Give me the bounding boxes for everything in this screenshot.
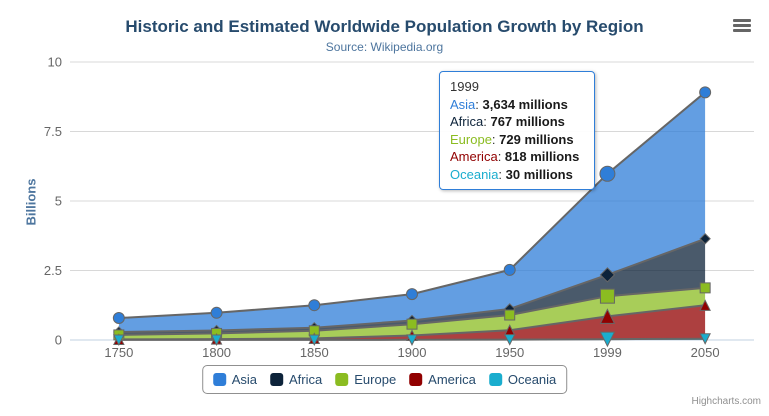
tooltip-series-name: Africa <box>450 114 484 129</box>
marker-oceania-1750[interactable] <box>113 334 125 347</box>
marker-oceania-1800[interactable] <box>210 334 223 347</box>
tooltip-row-oceania: Oceania: 30 millions <box>450 166 573 182</box>
legend-item-africa[interactable]: Africa <box>270 372 322 387</box>
legend-item-america[interactable]: America <box>409 372 476 387</box>
y-axis-label-5: 5 <box>55 194 62 209</box>
marker-europe-1999[interactable] <box>599 288 615 304</box>
legend-label: America <box>428 372 476 387</box>
legend-item-europe[interactable]: Europe <box>335 372 396 387</box>
y-axis-label-0: 0 <box>55 333 62 348</box>
chart-title: Historic and Estimated Worldwide Populat… <box>125 17 644 36</box>
legend-label: Oceania <box>507 372 557 387</box>
marker-oceania-1850[interactable] <box>308 334 321 347</box>
marker-america-2050[interactable] <box>699 299 711 311</box>
marker-asia-1900[interactable] <box>406 288 418 301</box>
tooltip-value: 3,634 millions <box>482 96 568 112</box>
legend-label: Africa <box>289 372 323 387</box>
marker-africa-2050[interactable] <box>699 233 711 245</box>
legend-swatch-icon <box>409 373 423 386</box>
marker-asia-2050[interactable] <box>699 86 712 99</box>
tooltip-series-name: Asia <box>450 96 476 112</box>
area-asia[interactable] <box>118 92 706 332</box>
tooltip-row-america: America: 818 millions <box>450 149 580 164</box>
x-axis-label-1950: 1950 <box>495 345 524 360</box>
hamburger-icon <box>733 28 751 32</box>
tooltip-series-name: Europe <box>450 131 492 147</box>
tooltip-row-europe: Europe: 729 millions <box>450 131 574 147</box>
legend-swatch-icon <box>270 373 284 386</box>
legend-swatch-icon <box>212 373 226 386</box>
legend-item-asia[interactable]: Asia <box>212 372 258 387</box>
tooltip-value: 30 millions <box>505 166 573 182</box>
tooltip-series-name: Oceania <box>450 166 499 182</box>
x-axis-label-1900: 1900 <box>398 345 427 360</box>
marker-asia-1750[interactable] <box>112 312 125 325</box>
tooltip-value: 729 millions <box>499 131 574 147</box>
legend-label: Europe <box>354 372 397 387</box>
y-axis-title: Billions <box>23 178 39 226</box>
marker-asia-1800[interactable] <box>210 306 223 319</box>
legend-swatch-icon <box>335 373 349 386</box>
marker-oceania-2050[interactable] <box>699 333 711 345</box>
x-axis-label-1800: 1800 <box>202 345 231 360</box>
credits-link[interactable]: Highcharts.com <box>691 396 761 407</box>
legend-swatch-icon <box>488 373 502 386</box>
y-axis-label-7.5: 7.5 <box>44 124 62 139</box>
x-axis-label-1750: 1750 <box>104 345 133 360</box>
marker-oceania-1950[interactable] <box>503 334 516 346</box>
x-axis-label-1999: 1999 <box>593 345 622 360</box>
marker-oceania-1999[interactable] <box>599 331 616 348</box>
y-axis-label-10: 10 <box>48 55 62 70</box>
marker-africa-1999[interactable] <box>599 267 616 283</box>
marker-america-1999[interactable] <box>599 308 616 324</box>
legend-label: Asia <box>231 372 258 387</box>
x-axis-label-1850: 1850 <box>300 345 329 360</box>
x-axis-label-2050: 2050 <box>691 345 720 360</box>
area-america[interactable] <box>118 305 706 340</box>
tooltip-series-name: America <box>450 149 498 164</box>
tooltip-value: 767 millions <box>490 114 565 129</box>
area-africa[interactable] <box>118 238 706 335</box>
marker-europe-2050[interactable] <box>699 282 711 294</box>
marker-asia-1999[interactable] <box>599 165 616 182</box>
tooltip-row-asia: Asia: 3,634 millions <box>450 96 568 112</box>
marker-europe-1900[interactable] <box>406 318 418 330</box>
y-axis-label-2.5: 2.5 <box>44 263 62 278</box>
tooltip-value: 818 millions <box>504 149 580 164</box>
tooltip-header: 1999 <box>450 79 479 94</box>
marker-oceania-1900[interactable] <box>406 334 418 346</box>
hamburger-icon <box>733 23 751 27</box>
marker-asia-1850[interactable] <box>308 299 321 312</box>
marker-asia-1950[interactable] <box>503 263 516 276</box>
tooltip: 1999 Asia: 3,634 millions Africa: 767 mil… <box>439 71 595 190</box>
marker-europe-1950[interactable] <box>504 309 516 321</box>
tooltip-row-africa: Africa: 767 millions <box>450 114 565 129</box>
legend: Asia Africa Europe America Oceania <box>201 365 568 394</box>
chart-subtitle: Source: Wikipedia.org <box>325 40 444 54</box>
hamburger-icon <box>733 18 751 22</box>
legend-item-oceania[interactable]: Oceania <box>488 372 557 387</box>
export-menu-button[interactable] <box>729 14 755 36</box>
